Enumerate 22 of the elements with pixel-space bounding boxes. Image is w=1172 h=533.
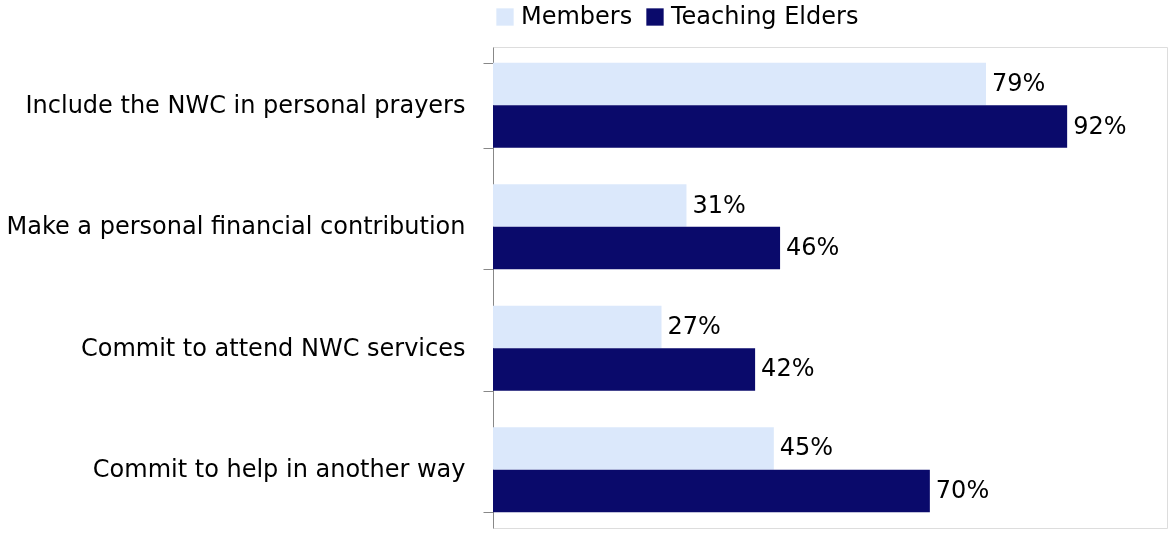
y-tick-label: Include the NWC in personal prayers	[25, 90, 466, 119]
data-label: 42%	[761, 354, 815, 383]
data-label: 45%	[779, 433, 834, 462]
legend-label: Teaching Elders	[670, 2, 859, 30]
bar	[493, 305, 662, 349]
bar	[493, 469, 930, 513]
bar	[493, 348, 756, 391]
bar	[493, 62, 987, 106]
bar	[493, 226, 781, 270]
y-tick-label: Make a personal financial contribution	[6, 212, 466, 241]
data-label: 27%	[667, 311, 721, 340]
bar	[493, 427, 774, 470]
y-tick-label: Commit to attend NWC services	[80, 333, 466, 362]
data-label: 92%	[1073, 111, 1127, 140]
data-label: 70%	[935, 475, 990, 504]
y-tick-label: Commit to help in another way	[92, 455, 466, 484]
data-label: 79%	[992, 69, 1046, 98]
legend-label: Members	[521, 2, 633, 30]
data-label: 31%	[692, 190, 746, 219]
bar	[493, 184, 687, 227]
bar	[493, 105, 1068, 148]
data-label: 46%	[786, 233, 840, 262]
